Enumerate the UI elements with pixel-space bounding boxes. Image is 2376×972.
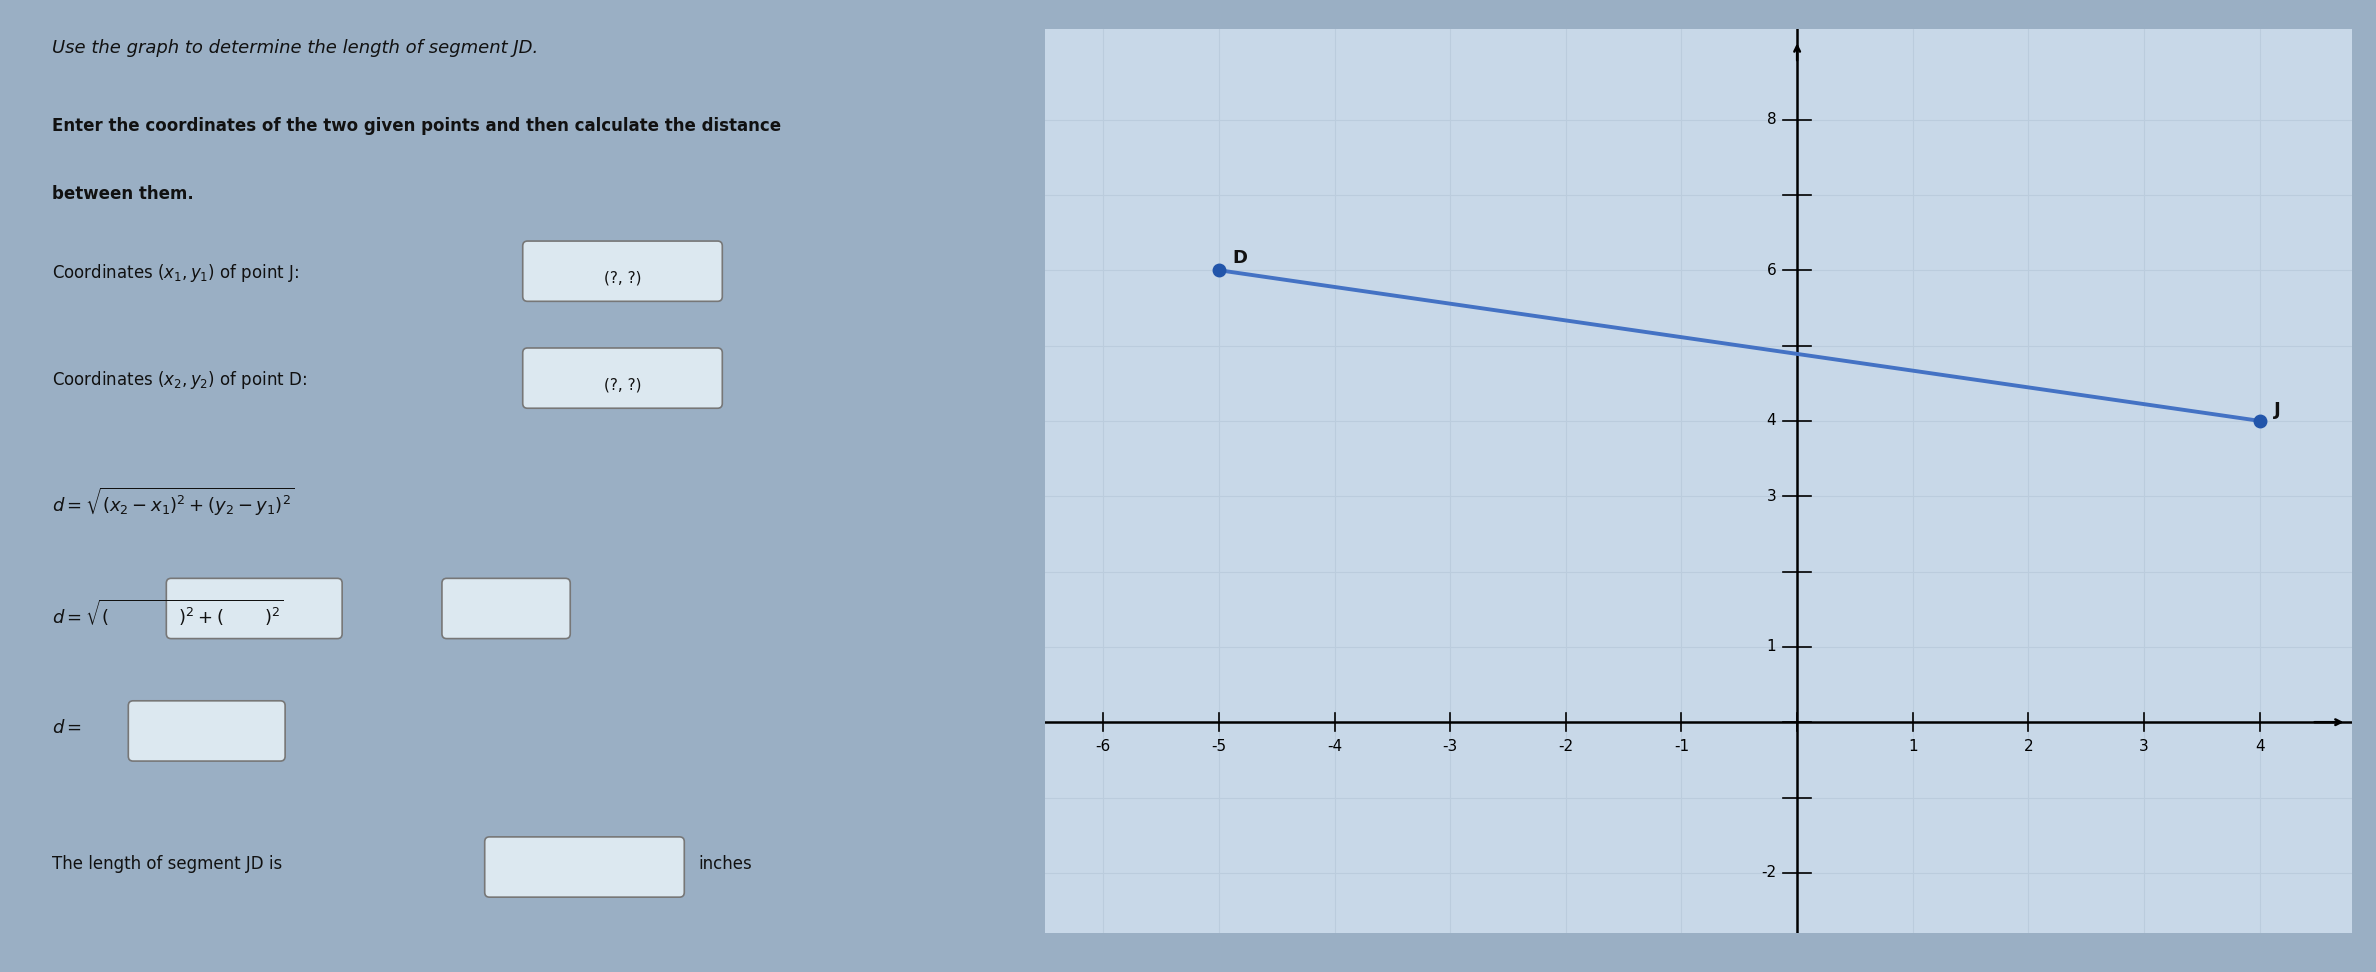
Text: J: J (2274, 400, 2281, 419)
Text: -1: -1 (1675, 739, 1689, 753)
Text: The length of segment JD is: The length of segment JD is (52, 855, 283, 874)
Text: $d = \sqrt{(\ \ \ \ \ \ \ \ \ \ \ \ )^2 + (\ \ \ \ \ \ \ )^2}$: $d = \sqrt{(\ \ \ \ \ \ \ \ \ \ \ \ )^2 … (52, 598, 285, 628)
Text: Coordinates $(x_1, y_1)$ of point J:: Coordinates $(x_1, y_1)$ of point J: (52, 262, 299, 285)
Text: (?, ?): (?, ?) (604, 270, 642, 285)
Text: 1: 1 (1908, 739, 1917, 753)
Text: -3: -3 (1442, 739, 1459, 753)
FancyBboxPatch shape (442, 578, 570, 639)
Text: $d = \sqrt{\left(x_2 - x_1\right)^2 + \left(y_2 - y_1\right)^2}$: $d = \sqrt{\left(x_2 - x_1\right)^2 + \l… (52, 486, 295, 518)
Text: -2: -2 (1559, 739, 1573, 753)
FancyBboxPatch shape (166, 578, 342, 639)
Text: -4: -4 (1326, 739, 1342, 753)
Text: -2: -2 (1761, 865, 1777, 881)
Text: 4: 4 (1768, 413, 1777, 429)
Text: D: D (1233, 249, 1247, 266)
Text: Enter the coordinates of the two given points and then calculate the distance: Enter the coordinates of the two given p… (52, 117, 782, 135)
Text: -6: -6 (1095, 739, 1112, 753)
FancyBboxPatch shape (128, 701, 285, 761)
Text: 1: 1 (1768, 640, 1777, 654)
Text: Coordinates $(x_2, y_2)$ of point D:: Coordinates $(x_2, y_2)$ of point D: (52, 369, 307, 392)
Text: inches: inches (699, 855, 753, 874)
Text: 3: 3 (1768, 489, 1777, 503)
Text: 4: 4 (2255, 739, 2264, 753)
Text: 8: 8 (1768, 112, 1777, 127)
Text: 2: 2 (2024, 739, 2034, 753)
Text: 6: 6 (1768, 262, 1777, 278)
Text: (?, ?): (?, ?) (604, 377, 642, 392)
Text: between them.: between them. (52, 185, 195, 203)
Text: $d = $: $d = $ (52, 719, 83, 738)
FancyBboxPatch shape (485, 837, 684, 897)
Text: Use the graph to determine the length of segment JD.: Use the graph to determine the length of… (52, 39, 539, 57)
Text: -5: -5 (1212, 739, 1226, 753)
FancyBboxPatch shape (523, 348, 722, 408)
FancyBboxPatch shape (523, 241, 722, 301)
Text: 3: 3 (2138, 739, 2148, 753)
